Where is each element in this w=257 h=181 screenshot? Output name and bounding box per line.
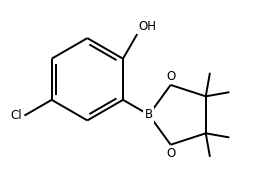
Text: O: O bbox=[166, 70, 175, 83]
Text: O: O bbox=[166, 147, 175, 160]
Text: Cl: Cl bbox=[11, 109, 22, 122]
Text: B: B bbox=[145, 108, 153, 121]
Text: OH: OH bbox=[138, 20, 156, 33]
